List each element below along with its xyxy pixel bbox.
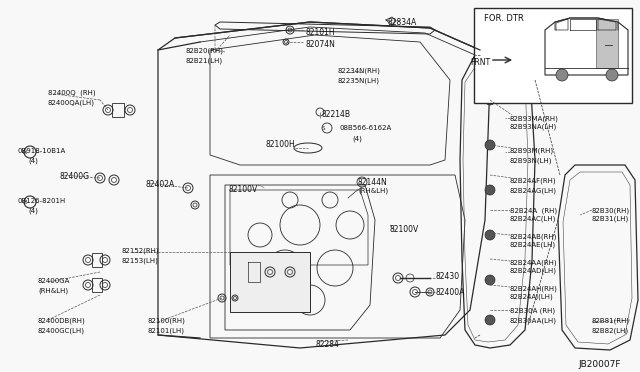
Text: 82234N(RH): 82234N(RH) <box>338 68 381 74</box>
Text: 82B30(RH): 82B30(RH) <box>592 207 630 214</box>
Text: 82152(RH): 82152(RH) <box>122 248 159 254</box>
Text: 82B24AJ(LH): 82B24AJ(LH) <box>510 294 554 301</box>
Text: 82B24AC(LH): 82B24AC(LH) <box>510 216 556 222</box>
Text: 82B30A (RH): 82B30A (RH) <box>510 308 555 314</box>
Text: B: B <box>23 199 27 205</box>
Text: 82100(RH): 82100(RH) <box>148 318 186 324</box>
Bar <box>474 8 632 103</box>
Text: 82834A: 82834A <box>388 18 417 27</box>
Text: 82B20(RH): 82B20(RH) <box>185 48 223 55</box>
Text: 82B24AH(RH): 82B24AH(RH) <box>510 285 558 292</box>
Text: 82400DB(RH): 82400DB(RH) <box>38 318 86 324</box>
Text: FOR. DTR: FOR. DTR <box>484 14 524 23</box>
Bar <box>112 103 124 117</box>
Text: 82400GA: 82400GA <box>38 278 70 284</box>
Text: (4): (4) <box>28 157 38 164</box>
Text: 82B24AE(LH): 82B24AE(LH) <box>510 242 556 248</box>
Text: (4): (4) <box>352 135 362 141</box>
Text: 82101(LH): 82101(LH) <box>148 327 185 334</box>
Text: 82284: 82284 <box>315 340 339 349</box>
Text: 82B24AF(RH): 82B24AF(RH) <box>510 178 557 185</box>
Text: 82235N(LH): 82235N(LH) <box>338 77 380 83</box>
Text: 82074N: 82074N <box>305 40 335 49</box>
Circle shape <box>485 95 495 105</box>
Text: 82100V: 82100V <box>390 225 419 234</box>
Text: 82100V: 82100V <box>228 185 258 194</box>
Circle shape <box>485 230 495 240</box>
Text: 82100H: 82100H <box>265 140 295 149</box>
Text: 82400G: 82400G <box>60 172 90 181</box>
Circle shape <box>556 69 568 81</box>
Text: 08B566-6162A: 08B566-6162A <box>340 125 392 131</box>
Text: FRNT: FRNT <box>470 58 490 67</box>
Text: 82B24AA(RH): 82B24AA(RH) <box>510 259 557 266</box>
Text: 82402A: 82402A <box>145 180 174 189</box>
Text: 82B21(LH): 82B21(LH) <box>185 57 222 64</box>
Text: 82B31(LH): 82B31(LH) <box>592 216 629 222</box>
Text: 82B24A  (RH): 82B24A (RH) <box>510 207 557 214</box>
Text: 0B918-10B1A: 0B918-10B1A <box>18 148 67 154</box>
Text: 82B93M(RH): 82B93M(RH) <box>510 148 554 154</box>
Circle shape <box>485 315 495 325</box>
Text: 82101H: 82101H <box>305 28 335 37</box>
Bar <box>596 19 618 68</box>
Text: (RH&LH): (RH&LH) <box>358 188 388 195</box>
Text: 0B126-8201H: 0B126-8201H <box>18 198 67 204</box>
Bar <box>230 252 310 312</box>
Text: 82214B: 82214B <box>322 110 351 119</box>
Text: N: N <box>23 150 27 154</box>
Text: 82400QA(LH): 82400QA(LH) <box>48 99 95 106</box>
Text: 82B81(RH): 82B81(RH) <box>592 318 630 324</box>
Bar <box>92 253 102 267</box>
Text: 82B93NA(LH): 82B93NA(LH) <box>510 124 557 131</box>
Circle shape <box>485 140 495 150</box>
Text: 82B24AD(LH): 82B24AD(LH) <box>510 268 557 275</box>
Text: 82144N: 82144N <box>358 178 388 187</box>
Circle shape <box>485 275 495 285</box>
Text: 82400A: 82400A <box>435 288 465 297</box>
Text: 82B30AA(LH): 82B30AA(LH) <box>510 317 557 324</box>
Text: 82153(LH): 82153(LH) <box>122 257 159 263</box>
Text: 82400Q  (RH): 82400Q (RH) <box>48 90 95 96</box>
Text: 82430: 82430 <box>435 272 459 281</box>
Text: 82B93MA(RH): 82B93MA(RH) <box>510 115 559 122</box>
Circle shape <box>606 69 618 81</box>
Text: 82B82(LH): 82B82(LH) <box>592 327 629 334</box>
Text: 82400GC(LH): 82400GC(LH) <box>38 327 85 334</box>
Circle shape <box>485 185 495 195</box>
Bar <box>92 278 102 292</box>
Text: (4): (4) <box>28 207 38 214</box>
Text: JB20007F: JB20007F <box>578 360 621 369</box>
Text: 82B24AB(RH): 82B24AB(RH) <box>510 233 557 240</box>
Text: S: S <box>321 125 324 131</box>
Text: 82B93N(LH): 82B93N(LH) <box>510 157 552 164</box>
Text: (RH&LH): (RH&LH) <box>38 287 68 294</box>
Text: 82B24AG(LH): 82B24AG(LH) <box>510 187 557 193</box>
